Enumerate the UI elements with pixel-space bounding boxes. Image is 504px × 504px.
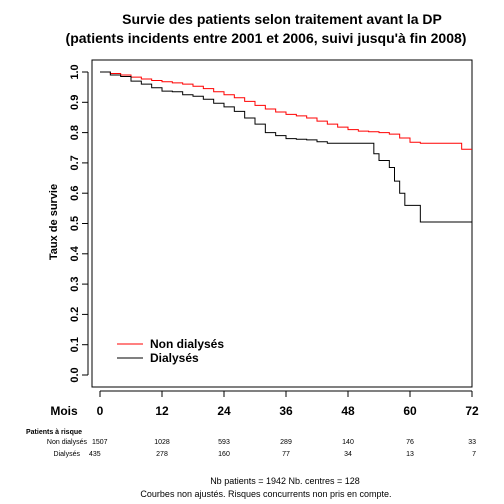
y-tick-label: 0.1 [69, 337, 81, 352]
risk-cell: 13 [406, 451, 414, 458]
x-tick-label: 48 [341, 404, 355, 418]
risk-cell: 140 [342, 439, 354, 446]
y-tick-label: 0.9 [69, 95, 81, 110]
risk-cell: 435 [89, 451, 101, 458]
x-tick-label: 72 [465, 404, 479, 418]
y-tick-label: 0.6 [69, 186, 81, 201]
y-tick-label: 0.0 [69, 367, 81, 382]
risk-cell: 289 [280, 439, 292, 446]
survival-curves [100, 71, 472, 223]
risk-cell: 1028 [154, 439, 170, 446]
x-tick-label: 12 [155, 404, 169, 418]
risk-row-label-dialyses: Dialysés [54, 451, 81, 458]
x-axis-label: Mois [50, 404, 78, 418]
risk-cell: 593 [218, 439, 230, 446]
risk-cell: 160 [218, 451, 230, 458]
risk-cell: 7 [472, 451, 476, 458]
risk-table: Patients à risque Non dialysés Dialysés … [26, 429, 476, 458]
risk-table-header: Patients à risque [26, 429, 82, 436]
y-tick-label: 0.7 [69, 155, 81, 170]
risk-cell: 76 [406, 439, 414, 446]
footer-counts: Nb patients = 1942 Nb. centres = 128 [210, 476, 360, 486]
x-tick-label: 24 [217, 404, 231, 418]
y-tick-label: 1.0 [69, 64, 81, 79]
x-axis: 0 12 24 36 48 60 72 [97, 390, 479, 418]
chart-title-line1: Survie des patients selon traitement ava… [122, 11, 442, 27]
risk-cell: 33 [468, 439, 476, 446]
y-tick-label: 0.8 [69, 125, 81, 140]
risk-cell: 1507 [92, 439, 108, 446]
risk-cell: 77 [282, 451, 290, 458]
plot-frame [91, 59, 473, 388]
x-tick-label: 60 [403, 404, 417, 418]
legend: Non dialysés Dialysés [117, 337, 224, 365]
y-tick-label: 0.4 [69, 245, 81, 261]
footer-note: Courbes non ajustés. Risques concurrents… [140, 489, 391, 499]
chart-title-line2: (patients incidents entre 2001 et 2006, … [66, 30, 467, 46]
curve-dialyses [100, 71, 472, 223]
legend-label-dialyses: Dialysés [150, 351, 199, 365]
x-tick-label: 36 [279, 404, 293, 418]
y-tick-label: 0.5 [69, 216, 81, 231]
y-axis-label: Taux de survie [48, 184, 60, 260]
y-tick-label: 0.2 [69, 307, 81, 322]
risk-row-label-non-dialyses: Non dialysés [47, 439, 88, 446]
x-tick-label: 0 [97, 404, 104, 418]
curve-non-dialyses [100, 71, 472, 150]
y-tick-label: 0.3 [69, 276, 81, 291]
legend-label-non-dialyses: Non dialysés [150, 337, 224, 351]
risk-cell: 34 [344, 451, 352, 458]
y-axis: 0.0 0.1 0.2 0.3 0.4 0.5 0.6 0.7 0.8 0.9 1.0 [69, 64, 89, 383]
risk-cell: 278 [156, 451, 168, 458]
